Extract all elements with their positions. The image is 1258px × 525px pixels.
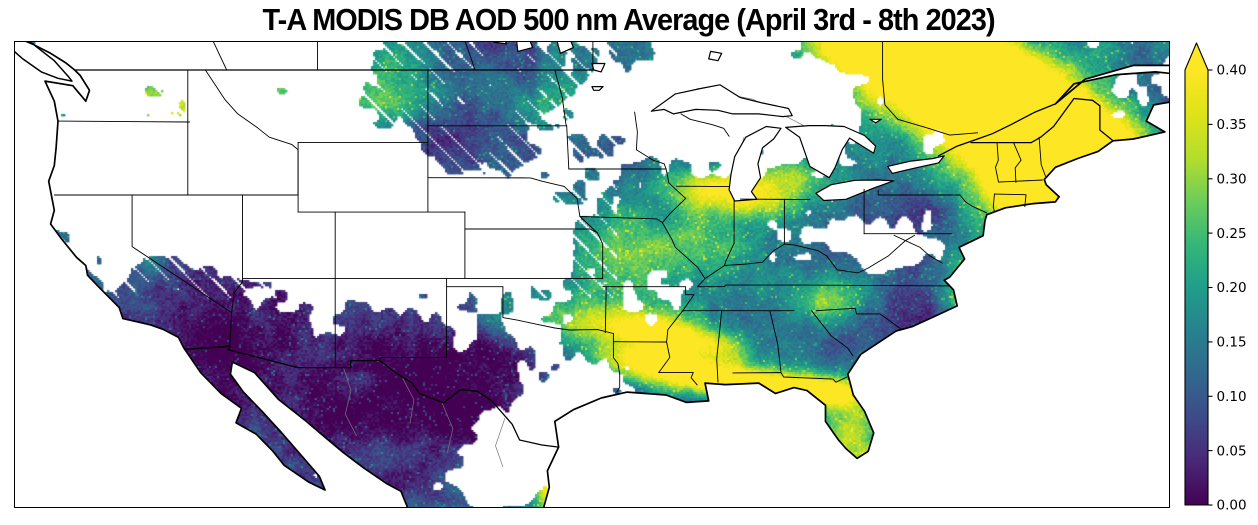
state-border	[1013, 142, 1022, 183]
state-border	[579, 216, 663, 224]
great-lake	[591, 62, 606, 73]
great-lake	[493, 42, 508, 45]
state-border	[992, 193, 996, 213]
state-border	[724, 198, 735, 266]
state-border	[680, 113, 730, 137]
lake-border-line	[343, 367, 357, 437]
title-bar: T-A MODIS DB AOD 500 nm Average (April 3…	[0, 0, 1258, 40]
state-border	[612, 333, 621, 393]
state-border	[739, 198, 811, 201]
state-border	[464, 42, 476, 71]
state-border	[204, 69, 299, 196]
state-border	[502, 286, 614, 334]
colorbar-tick-label: 0.05	[1217, 443, 1247, 459]
basemap-overlay	[15, 42, 1169, 507]
great-lake	[516, 42, 534, 52]
state-border	[811, 310, 854, 357]
country-border	[184, 345, 381, 369]
state-border	[995, 141, 999, 183]
state-border	[998, 179, 1043, 183]
great-lake	[886, 155, 945, 174]
lake-border-line	[697, 88, 830, 194]
state-border	[131, 194, 233, 347]
state-border	[826, 234, 915, 274]
colorbar-tick-label: 0.15	[1217, 335, 1247, 351]
state-border	[57, 120, 191, 123]
colorbar-tick-label: 0.20	[1217, 280, 1247, 296]
state-border	[634, 111, 667, 170]
great-lake	[591, 85, 604, 91]
colorbar-tick-label: 0.40	[1217, 63, 1247, 79]
colorbar-tick-label: 0.35	[1217, 117, 1247, 133]
state-border	[602, 286, 695, 296]
state-border	[971, 205, 987, 214]
great-lake	[815, 179, 895, 202]
lake-border-line	[888, 169, 895, 181]
state-border	[1024, 194, 1027, 208]
country-border	[1030, 97, 1113, 144]
colorbar-gradient-bar	[1184, 42, 1209, 506]
state-border	[661, 168, 706, 288]
colorbar-tick-label: 0.25	[1217, 226, 1247, 242]
state-border	[704, 243, 827, 280]
state-border	[379, 356, 448, 361]
state-border	[604, 286, 607, 334]
country-border	[379, 359, 560, 448]
state-border	[716, 310, 723, 383]
great-lake	[708, 50, 723, 62]
colorbar-tick-label: 0.10	[1217, 389, 1247, 405]
great-lake	[785, 124, 877, 179]
vancouver-island-outline	[15, 42, 73, 82]
state-border	[805, 284, 951, 287]
state-border	[563, 185, 604, 280]
state-border	[882, 42, 979, 136]
state-border	[1038, 136, 1047, 177]
great-lake	[728, 125, 782, 202]
great-lake	[556, 42, 575, 54]
lake-border-line	[441, 402, 454, 454]
coastline	[28, 42, 1169, 507]
state-border	[658, 294, 695, 374]
map-frame	[14, 41, 1170, 508]
state-border	[815, 307, 902, 330]
state-border	[769, 310, 782, 374]
great-lake	[869, 118, 882, 124]
lake-border-line	[495, 418, 506, 468]
state-border	[427, 177, 565, 187]
great-lake	[650, 84, 793, 118]
great-salt-lake	[263, 197, 280, 220]
state-border	[993, 193, 1027, 196]
aod-data-layer	[15, 42, 1169, 507]
state-border	[231, 194, 243, 314]
state-border	[658, 372, 698, 386]
state-border	[697, 284, 806, 288]
state-border	[213, 42, 228, 71]
state-border	[554, 69, 568, 127]
colorbar-tick-label: 0.30	[1217, 172, 1247, 188]
state-border	[732, 372, 848, 383]
colorbar-tick-label: 0.00	[1217, 498, 1247, 514]
lake-border-line	[402, 378, 415, 424]
figure-title: T-A MODIS DB AOD 500 nm Average (April 3…	[262, 2, 996, 37]
state-border	[893, 234, 943, 264]
colorbar: 0.00 0.05 0.10 0.15 0.20 0.25 0.30 0.35 0.40	[1184, 42, 1247, 514]
state-border	[877, 189, 973, 207]
country-border	[937, 103, 1057, 157]
state-border	[464, 228, 598, 234]
state-border	[566, 125, 570, 170]
